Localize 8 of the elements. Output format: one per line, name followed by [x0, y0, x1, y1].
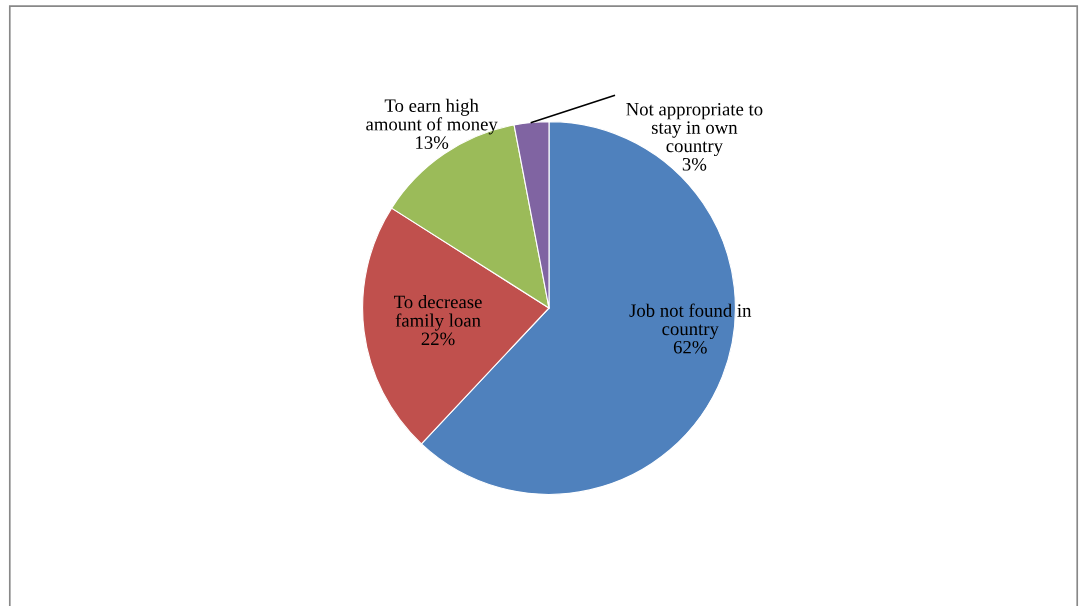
data-label: 13% [416, 136, 449, 149]
slice-label: To earn high amount of money [366, 98, 498, 135]
data-label: 22% [421, 332, 455, 346]
data-label: 62% [673, 340, 707, 354]
slice-label: Job not found in country [629, 303, 752, 340]
data-label: 3% [682, 157, 707, 171]
slice-label: To decrease family loan [394, 295, 482, 331]
slice-label: Not appropriate to stay in own country [626, 102, 763, 157]
